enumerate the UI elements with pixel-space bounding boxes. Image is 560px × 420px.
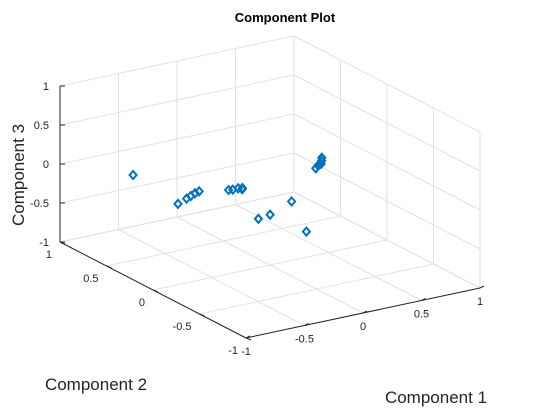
y-tick-label: 0: [139, 297, 145, 309]
y-tick-label: 0.5: [83, 273, 98, 285]
y-tick: [245, 337, 252, 341]
data-point: [237, 183, 248, 195]
data-point: [301, 226, 312, 238]
wall-x-grid-z: [293, 74, 481, 172]
z-axis-label: Component 3: [9, 124, 28, 226]
x-tick: [421, 298, 426, 301]
chart-title: Component Plot: [235, 10, 336, 25]
x-tick-label: -0.5: [295, 334, 314, 346]
wall-y-grid-z: [59, 74, 295, 126]
floor-grid-x: [235, 204, 422, 301]
x-tick: [304, 323, 309, 326]
data-point: [265, 209, 275, 221]
y-axis-label: Component 2: [45, 375, 147, 394]
data-point: [316, 152, 327, 164]
z-tick-label: -0.5: [30, 198, 49, 210]
z-tick-label: 1: [43, 81, 49, 93]
y-tick-label: 1: [46, 249, 52, 261]
tick-labels: -1-0.500.51-1-0.500.51-1-0.500.51: [30, 81, 483, 358]
wall-y-grid-z: [59, 113, 295, 165]
x-tick: [479, 285, 485, 289]
x-tick-label: 0.5: [414, 309, 429, 321]
x-axis-label: Component 1: [385, 388, 487, 407]
floor-grid-y: [106, 215, 341, 267]
x-tick: [245, 335, 251, 339]
x-tick-label: -1: [241, 346, 251, 358]
floor-grid-y: [152, 239, 388, 291]
x-tick: [362, 310, 368, 314]
x-tick-label: 0: [360, 321, 366, 333]
data-point: [128, 169, 138, 181]
wall-y-grid-z: [59, 35, 295, 87]
wall-x-grid-z: [293, 113, 481, 211]
z-tick-label: 0: [43, 159, 49, 171]
wall-x-grid-z: [293, 35, 481, 133]
data-points: [128, 152, 327, 238]
data-point: [194, 185, 205, 197]
y-tick: [152, 289, 159, 293]
data-point: [253, 213, 264, 225]
y-tick: [199, 313, 205, 317]
x-tick-label: 1: [477, 296, 483, 308]
z-tick-label: 0.5: [34, 120, 49, 132]
data-point: [286, 195, 297, 208]
y-tick-label: -1: [228, 345, 238, 357]
grid-layer: [59, 35, 481, 339]
axis-layer: [59, 85, 485, 341]
data-point: [173, 198, 183, 210]
z-tick-label: -1: [39, 237, 49, 249]
y-tick: [106, 265, 112, 269]
y-tick-label: -0.5: [173, 321, 192, 333]
data-point: [310, 162, 321, 174]
